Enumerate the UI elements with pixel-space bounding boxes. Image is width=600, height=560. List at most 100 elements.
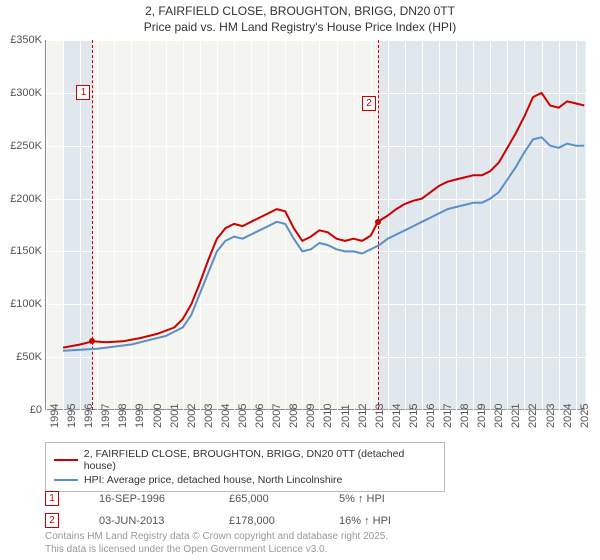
sale-price-2: £178,000 xyxy=(229,515,299,527)
x-axis-label: 2018 xyxy=(459,404,471,428)
x-axis-label: 2022 xyxy=(527,404,539,428)
gridline-v xyxy=(405,40,406,410)
gridline-v xyxy=(217,40,218,410)
gridline-v xyxy=(285,40,286,410)
gridline-v xyxy=(183,40,184,410)
legend-swatch xyxy=(54,479,78,481)
gridline-v xyxy=(251,40,252,410)
gridline-h xyxy=(46,146,586,147)
x-axis-label: 2025 xyxy=(579,404,591,428)
gridline-v xyxy=(559,40,560,410)
gridline-v xyxy=(576,40,577,410)
x-axis-label: 2005 xyxy=(237,404,249,428)
x-axis-label: 2019 xyxy=(476,404,488,428)
x-axis-label: 2003 xyxy=(203,404,215,428)
sale-pct-1: 5% ↑ HPI xyxy=(339,493,385,505)
gridline-v xyxy=(337,40,338,410)
chart-title: 2, FAIRFIELD CLOSE, BROUGHTON, BRIGG, DN… xyxy=(0,0,600,35)
y-axis-label: £50K xyxy=(0,351,42,363)
y-axis-label: £300K xyxy=(0,87,42,99)
x-axis-label: 2006 xyxy=(254,404,266,428)
x-axis-label: 1995 xyxy=(66,404,78,428)
gridline-v xyxy=(63,40,64,410)
gridline-v xyxy=(490,40,491,410)
gridline-v xyxy=(456,40,457,410)
y-axis-label: £100K xyxy=(0,298,42,310)
gridline-v xyxy=(422,40,423,410)
title-line2: Price paid vs. HM Land Registry's House … xyxy=(0,20,600,36)
gridline-v xyxy=(149,40,150,410)
gridline-v xyxy=(200,40,201,410)
x-axis-label: 2017 xyxy=(442,404,454,428)
sale-date-2: 03-JUN-2013 xyxy=(99,515,189,527)
footer: Contains HM Land Registry data © Crown c… xyxy=(45,531,388,556)
sale-row-1: 1 16-SEP-1996 £65,000 5% ↑ HPI xyxy=(45,491,385,506)
x-axis-label: 1998 xyxy=(117,404,129,428)
x-axis-label: 2002 xyxy=(186,404,198,428)
y-axis-label: £250K xyxy=(0,140,42,152)
x-axis-label: 2023 xyxy=(545,404,557,428)
gridline-v xyxy=(166,40,167,410)
y-axis-label: £350K xyxy=(0,34,42,46)
gridline-h xyxy=(46,40,586,41)
x-axis-label: 2007 xyxy=(271,404,283,428)
x-axis-label: 2008 xyxy=(288,404,300,428)
gridline-v xyxy=(507,40,508,410)
gridline-h xyxy=(46,304,586,305)
x-axis-label: 2010 xyxy=(322,404,334,428)
gridline-v xyxy=(524,40,525,410)
ref-line xyxy=(378,40,379,410)
legend: 2, FAIRFIELD CLOSE, BROUGHTON, BRIGG, DN… xyxy=(45,442,445,492)
x-axis-label: 2009 xyxy=(305,404,317,428)
shade-region xyxy=(378,40,586,410)
x-axis-label: 1996 xyxy=(83,404,95,428)
chart-container: 2, FAIRFIELD CLOSE, BROUGHTON, BRIGG, DN… xyxy=(0,0,600,560)
y-axis-label: £0 xyxy=(0,404,42,416)
x-axis-label: 2012 xyxy=(357,404,369,428)
x-axis-label: 2001 xyxy=(169,404,181,428)
gridline-v xyxy=(114,40,115,410)
sale-ref-1: 1 xyxy=(45,491,59,506)
chart-area: 12 £0£50K£100K£150K£200K£250K£300K£350K1… xyxy=(45,40,585,410)
data-marker xyxy=(375,219,381,225)
gridline-v xyxy=(234,40,235,410)
gridline-v xyxy=(439,40,440,410)
legend-row: HPI: Average price, detached house, Nort… xyxy=(54,473,436,487)
gridline-h xyxy=(46,357,586,358)
data-marker xyxy=(89,338,95,344)
gridline-v xyxy=(268,40,269,410)
x-axis-label: 2016 xyxy=(425,404,437,428)
sale-price-1: £65,000 xyxy=(229,493,299,505)
gridline-v xyxy=(473,40,474,410)
gridline-v xyxy=(542,40,543,410)
ref-box: 1 xyxy=(76,85,90,100)
y-axis-label: £150K xyxy=(0,245,42,257)
sale-row-2: 2 03-JUN-2013 £178,000 16% ↑ HPI xyxy=(45,513,391,528)
x-axis-label: 2013 xyxy=(374,404,386,428)
legend-swatch xyxy=(54,459,78,461)
gridline-v xyxy=(131,40,132,410)
ref-box: 2 xyxy=(362,96,376,111)
y-axis-label: £200K xyxy=(0,193,42,205)
legend-label: HPI: Average price, detached house, Nort… xyxy=(84,474,342,486)
x-axis-label: 2004 xyxy=(220,404,232,428)
x-axis-label: 2024 xyxy=(562,404,574,428)
footer-line2: This data is licensed under the Open Gov… xyxy=(45,544,388,557)
x-axis-label: 1997 xyxy=(100,404,112,428)
title-line1: 2, FAIRFIELD CLOSE, BROUGHTON, BRIGG, DN… xyxy=(0,4,600,20)
gridline-v xyxy=(46,40,47,410)
plot-region: 12 xyxy=(45,40,585,410)
gridline-v xyxy=(354,40,355,410)
gridline-h xyxy=(46,93,586,94)
x-axis-label: 2015 xyxy=(408,404,420,428)
x-axis-label: 1999 xyxy=(134,404,146,428)
legend-label: 2, FAIRFIELD CLOSE, BROUGHTON, BRIGG, DN… xyxy=(84,448,436,472)
footer-line1: Contains HM Land Registry data © Crown c… xyxy=(45,531,388,544)
legend-row: 2, FAIRFIELD CLOSE, BROUGHTON, BRIGG, DN… xyxy=(54,447,436,473)
x-axis-label: 2011 xyxy=(340,404,352,428)
gridline-v xyxy=(97,40,98,410)
x-axis-label: 1994 xyxy=(49,404,61,428)
gridline-h xyxy=(46,199,586,200)
x-axis-label: 2000 xyxy=(152,404,164,428)
gridline-v xyxy=(388,40,389,410)
